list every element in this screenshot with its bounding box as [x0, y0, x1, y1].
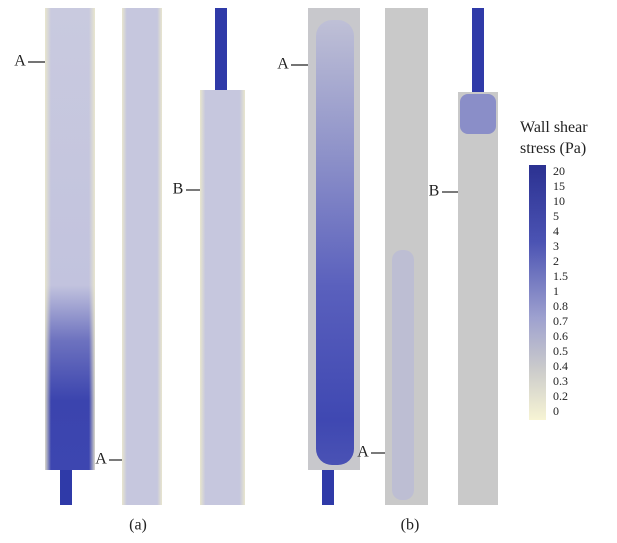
column-edge — [45, 8, 95, 470]
inlet-pipe — [472, 8, 484, 94]
legend-tick: 0.5 — [553, 344, 568, 358]
legend-tick: 2 — [553, 254, 559, 268]
legend-tick: 1.5 — [553, 269, 568, 283]
marker-label: B — [429, 183, 440, 200]
legend-tick: 0.3 — [553, 374, 568, 388]
legend-tick: 10 — [553, 194, 565, 208]
legend-tick: 0.4 — [553, 359, 568, 373]
legend-tick: 3 — [553, 239, 559, 253]
inlet-pipe — [322, 468, 334, 505]
column-edge — [200, 90, 245, 505]
marker-label: A — [14, 53, 26, 70]
panel-label: (a) — [129, 517, 147, 534]
colorbar — [529, 165, 546, 420]
flow-region — [316, 20, 354, 465]
legend-tick: 4 — [553, 224, 559, 238]
legend-tick: 0.2 — [553, 389, 568, 403]
marker-label: A — [357, 444, 369, 461]
legend-tick: 0 — [553, 404, 559, 418]
legend-title: Wall shear stress (Pa) — [520, 119, 588, 157]
marker-label: A — [277, 56, 289, 73]
inlet-pipe — [60, 468, 72, 505]
legend-tick: 20 — [553, 164, 565, 178]
flow-region — [392, 250, 414, 500]
legend-tick: 5 — [553, 209, 559, 223]
legend-tick: 0.8 — [553, 299, 568, 313]
legend-tick: 0.6 — [553, 329, 568, 343]
panel-b — [308, 8, 498, 505]
column-edge — [122, 8, 162, 505]
inlet-pipe — [215, 8, 227, 92]
marker-label: A — [95, 451, 107, 468]
panel-a — [45, 8, 245, 505]
column — [458, 92, 498, 505]
marker-label: B — [173, 181, 184, 198]
legend-tick: 15 — [553, 179, 565, 193]
panel-label: (b) — [401, 517, 420, 534]
legend-tick: 0.7 — [553, 314, 568, 328]
flow-region — [460, 94, 496, 134]
legend-tick: 1 — [553, 284, 559, 298]
